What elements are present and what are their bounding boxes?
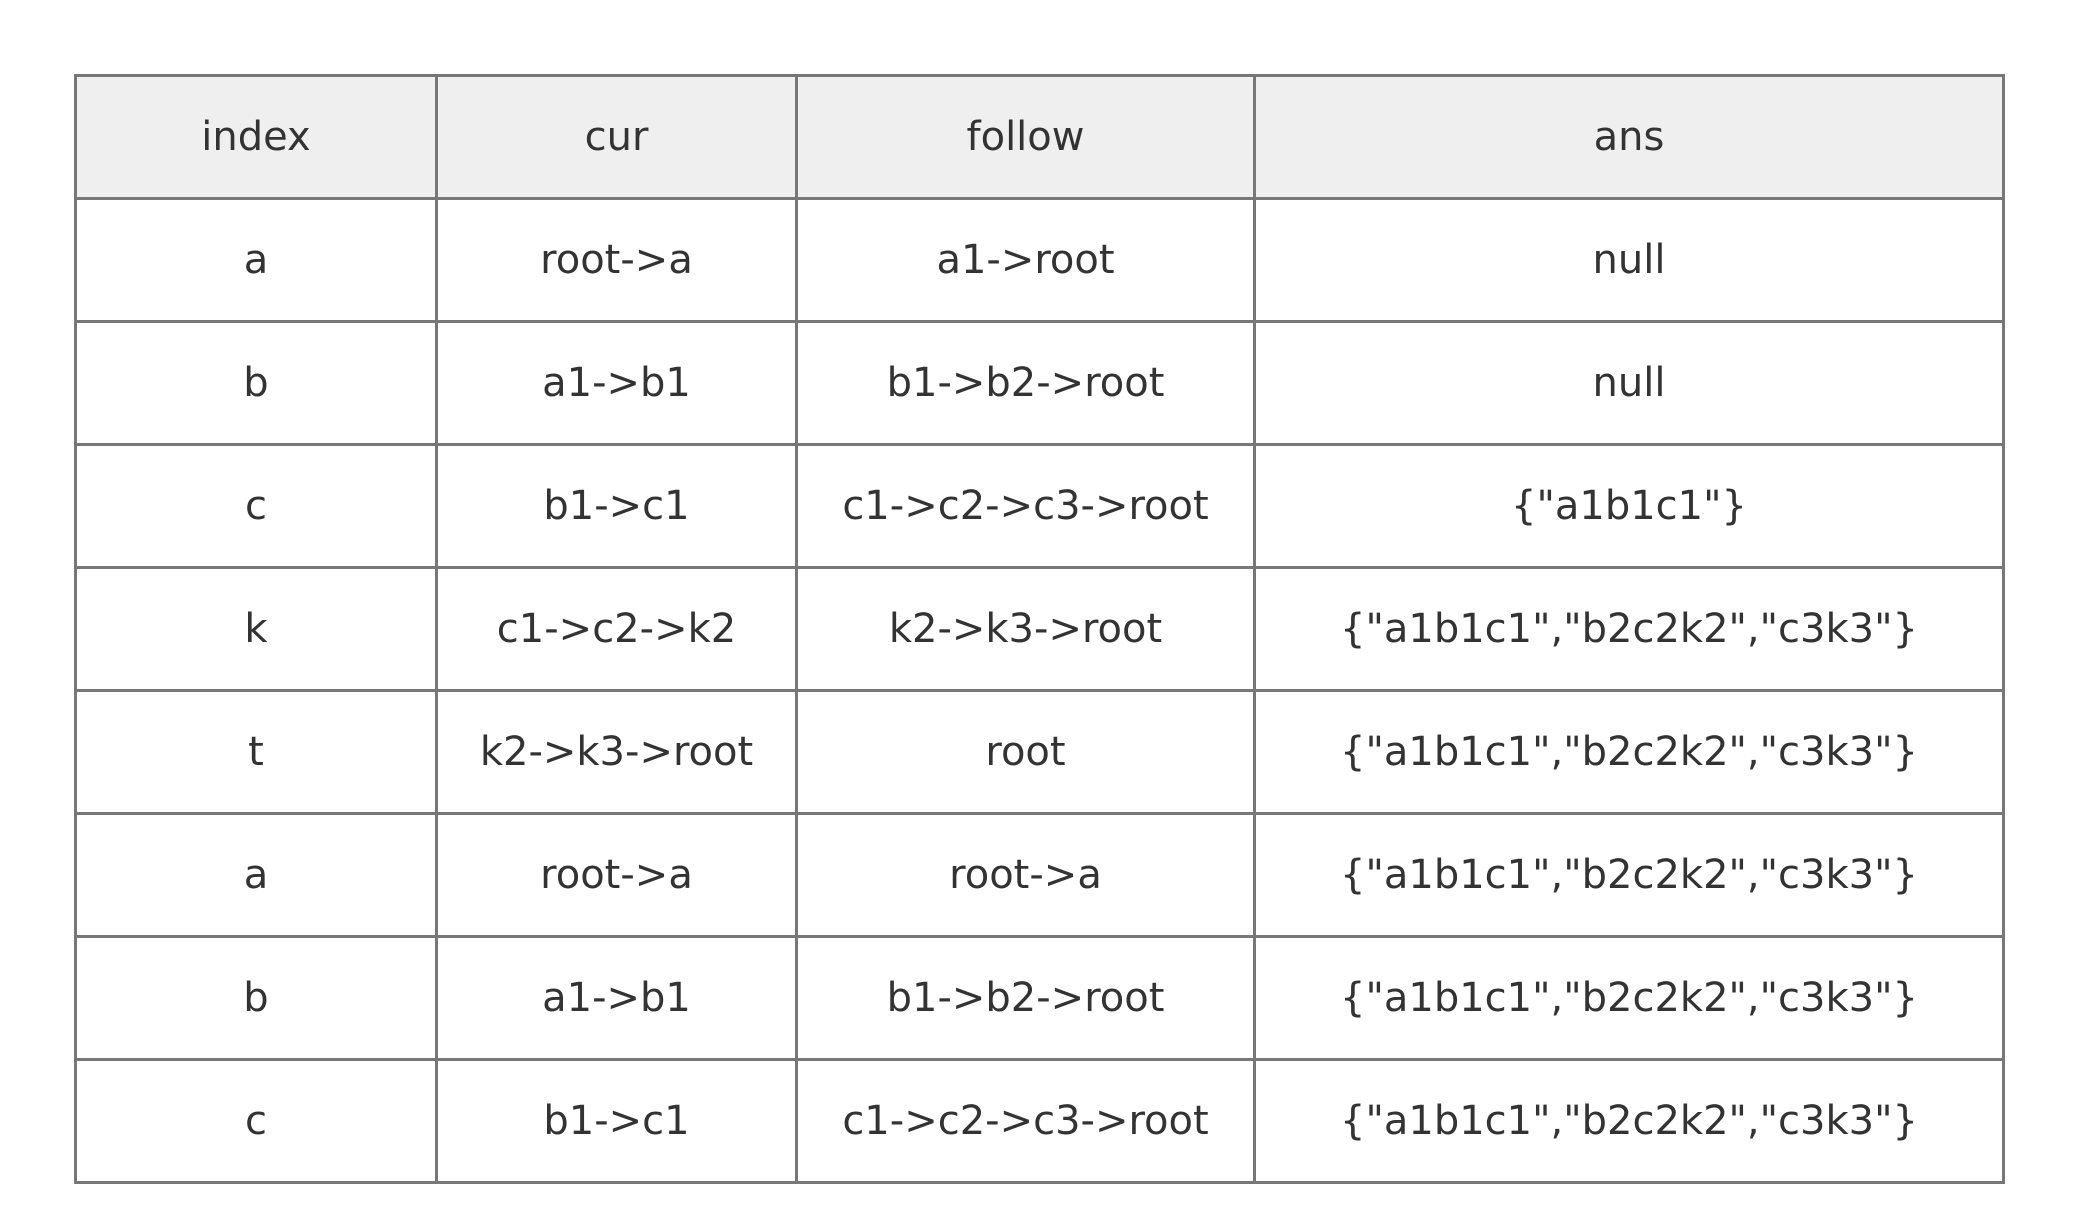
index-cell: a — [74, 197, 438, 323]
trace-table: index cur follow ans a root->a a1->root nul… — [74, 74, 2005, 1184]
index-cell: c — [74, 1058, 438, 1184]
index-cell: b — [74, 935, 438, 1061]
table-row: c b1->c1 c1->c2->c3->root {"a1b1c1","b2c2k2… — [74, 1058, 2005, 1184]
follow-cell: root — [795, 689, 1256, 815]
ans-cell: {"a1b1c1","b2c2k2","c3k3"} — [1253, 812, 2005, 938]
follow-cell: b1->b2->root — [795, 935, 1256, 1061]
header-cur: cur — [435, 74, 798, 200]
table-row: b a1->b1 b1->b2->root null — [74, 320, 2005, 446]
index-cell: a — [74, 812, 438, 938]
index-cell: t — [74, 689, 438, 815]
cur-cell: root->a — [435, 197, 798, 323]
cur-cell: c1->c2->k2 — [435, 566, 798, 692]
ans-cell: null — [1253, 197, 2005, 323]
cur-cell: b1->c1 — [435, 1058, 798, 1184]
table-row: t k2->k3->root root {"a1b1c1","b2c2k2","c3k… — [74, 689, 2005, 815]
ans-cell: {"a1b1c1","b2c2k2","c3k3"} — [1253, 935, 2005, 1061]
table-row: b a1->b1 b1->b2->root {"a1b1c1","b2c2k2","c… — [74, 935, 2005, 1061]
ans-cell: {"a1b1c1","b2c2k2","c3k3"} — [1253, 566, 2005, 692]
header-ans: ans — [1253, 74, 2005, 200]
table-row: c b1->c1 c1->c2->c3->root {"a1b1c1"} — [74, 443, 2005, 569]
cur-cell: b1->c1 — [435, 443, 798, 569]
index-cell: k — [74, 566, 438, 692]
index-cell: b — [74, 320, 438, 446]
table-row: a root->a a1->root null — [74, 197, 2005, 323]
header-index: index — [74, 74, 438, 200]
cur-cell: root->a — [435, 812, 798, 938]
follow-cell: b1->b2->root — [795, 320, 1256, 446]
follow-cell: a1->root — [795, 197, 1256, 323]
cur-cell: a1->b1 — [435, 935, 798, 1061]
follow-cell: k2->k3->root — [795, 566, 1256, 692]
index-cell: c — [74, 443, 438, 569]
header-follow: follow — [795, 74, 1256, 200]
table-row: a root->a root->a {"a1b1c1","b2c2k2","c3k3"… — [74, 812, 2005, 938]
ans-cell: {"a1b1c1","b2c2k2","c3k3"} — [1253, 689, 2005, 815]
follow-cell: c1->c2->c3->root — [795, 443, 1256, 569]
cur-cell: k2->k3->root — [435, 689, 798, 815]
table-row: k c1->c2->k2 k2->k3->root {"a1b1c1","b2c2k2… — [74, 566, 2005, 692]
header-row: index cur follow ans — [74, 74, 2005, 200]
cur-cell: a1->b1 — [435, 320, 798, 446]
ans-cell: {"a1b1c1","b2c2k2","c3k3"} — [1253, 1058, 2005, 1184]
follow-cell: root->a — [795, 812, 1256, 938]
ans-cell: null — [1253, 320, 2005, 446]
ans-cell: {"a1b1c1"} — [1253, 443, 2005, 569]
follow-cell: c1->c2->c3->root — [795, 1058, 1256, 1184]
